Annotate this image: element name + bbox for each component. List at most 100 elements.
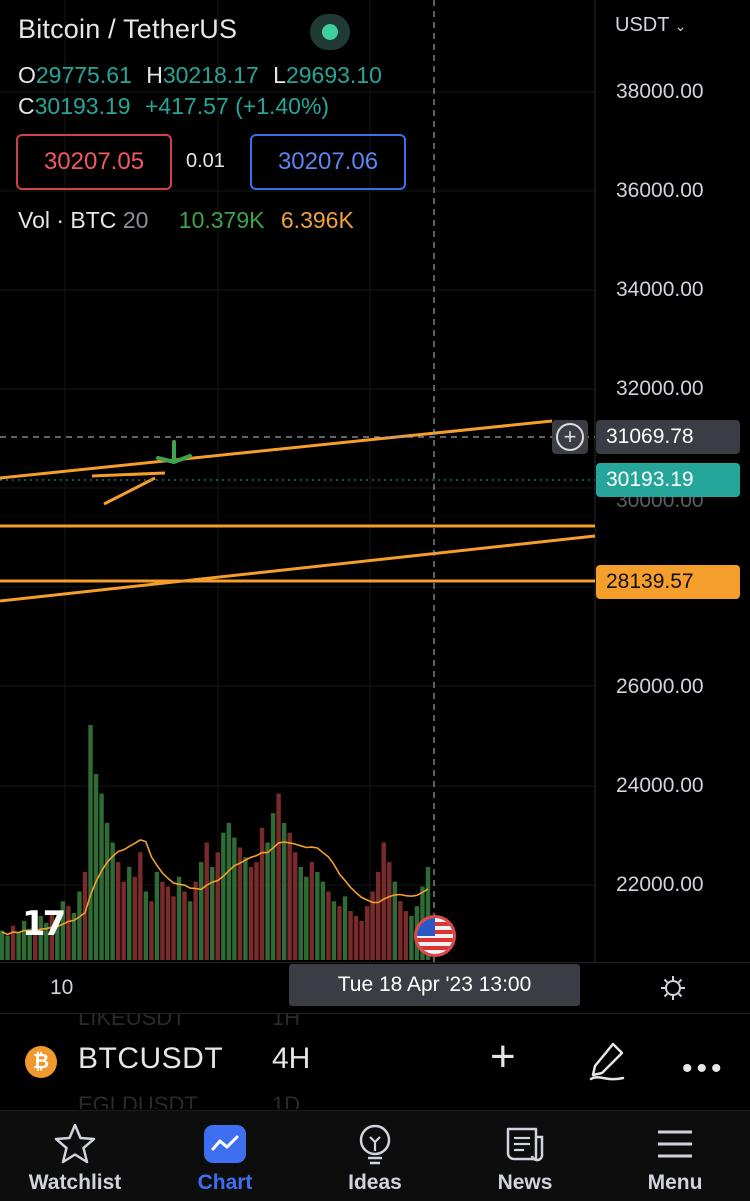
volume-bar	[392, 881, 398, 960]
nav-chart[interactable]: Chart	[150, 1111, 300, 1201]
news-icon	[506, 1127, 544, 1162]
nav-label: Menu	[647, 1171, 703, 1194]
volume-bar	[193, 881, 198, 960]
volume-bar	[176, 876, 182, 960]
open-key: O	[18, 62, 36, 88]
volume-bar	[243, 857, 248, 960]
volume-bar	[293, 852, 298, 960]
volume-ma-value: 6.396K	[280, 207, 354, 233]
sell-button[interactable]: 30207.05	[16, 134, 172, 190]
volume-bar	[88, 725, 93, 960]
plus-circle-icon: +	[556, 423, 584, 451]
chart-grid	[0, 0, 596, 962]
volume-bar	[171, 896, 176, 960]
volume-bar	[259, 827, 265, 960]
volume-bar	[326, 891, 331, 960]
volume-bar	[315, 871, 320, 960]
volume-legend[interactable]: Vol · BTC 20 10.379K 6.396K	[18, 207, 354, 234]
volume-bar	[55, 918, 60, 960]
volume-bar	[187, 901, 193, 960]
volume-bar	[198, 862, 204, 960]
market-status-icon[interactable]	[310, 14, 350, 50]
nav-label: Chart	[197, 1171, 253, 1194]
buy-button[interactable]: 30207.06	[250, 134, 406, 190]
volume-bar	[409, 915, 414, 960]
volume-bar	[287, 832, 292, 960]
open-value: 29775.61	[35, 62, 132, 88]
trendline-lower	[0, 534, 596, 603]
price-label: 38000.00	[616, 80, 704, 103]
high-key: H	[146, 62, 163, 88]
lightbulb-icon	[359, 1124, 391, 1165]
volume-bar	[381, 842, 386, 960]
volume-bar	[270, 813, 276, 960]
volume-bar	[138, 852, 143, 960]
spread-value: 0.01	[186, 150, 225, 172]
volume-bar	[110, 842, 115, 960]
volume-bar	[16, 932, 21, 960]
volume-bar	[304, 876, 309, 960]
price-label: 36000.00	[616, 179, 704, 202]
volume-bar	[182, 891, 187, 960]
more-icon[interactable]: •••	[682, 1052, 726, 1085]
volume-bar	[237, 847, 243, 960]
volume-bar	[60, 901, 66, 960]
drawing-level-label[interactable]: 28139.57	[596, 565, 740, 599]
volume-bar	[215, 852, 220, 960]
currency-selector[interactable]: USDT ⌄	[615, 14, 686, 37]
volume-bar	[221, 832, 226, 960]
volume-bar	[149, 901, 154, 960]
nav-news[interactable]: News	[450, 1111, 600, 1201]
drawings	[0, 419, 596, 603]
volume-bar	[49, 911, 54, 960]
volume-ma-line	[1, 839, 429, 936]
us-flag-event-icon[interactable]	[414, 915, 456, 957]
bitcoin-icon: ₿	[25, 1046, 57, 1078]
volume-bar	[127, 866, 132, 960]
bottom-nav: Watchlist Chart Ideas News	[0, 1110, 750, 1201]
add-alert-button[interactable]: +	[552, 420, 588, 454]
volume-bar	[281, 822, 287, 960]
volume-bar	[0, 930, 5, 960]
chart-settings-icon[interactable]	[660, 975, 686, 1001]
volume-bar	[204, 842, 209, 960]
volume-bar	[99, 793, 104, 960]
tradingview-logo: 17	[22, 904, 66, 944]
short-ray	[91, 471, 166, 478]
volume-label: Vol · BTC	[18, 207, 117, 233]
nav-ideas[interactable]: Ideas	[300, 1111, 450, 1201]
volume-bar	[254, 862, 259, 960]
price-chart[interactable]	[0, 0, 750, 962]
ghost-timeframe: 1D	[272, 1092, 301, 1109]
nav-menu[interactable]: Menu	[600, 1111, 750, 1201]
crosshair	[0, 0, 595, 962]
volume-bar	[143, 891, 149, 960]
chart-icon	[204, 1125, 246, 1163]
nav-watchlist[interactable]: Watchlist	[0, 1111, 150, 1201]
volume-bar	[5, 935, 10, 960]
price-label: 22000.00	[616, 873, 704, 896]
low-key: L	[273, 62, 286, 88]
timeframe-selector[interactable]: 4H	[272, 1042, 311, 1075]
currency-label: USDT	[615, 14, 670, 36]
high-value: 30218.17	[162, 62, 259, 88]
pen-icon[interactable]	[585, 1038, 629, 1082]
volume-bar	[342, 896, 348, 960]
volume-bar	[10, 925, 16, 960]
arrow-marker	[156, 440, 192, 465]
volume-bar	[66, 906, 71, 960]
ghost-symbol: LIKEUSDT	[78, 1014, 186, 1030]
price-label: 24000.00	[616, 774, 704, 797]
plus-icon[interactable]: +	[490, 1032, 516, 1081]
volume-bar	[160, 881, 165, 960]
volume-bar	[403, 911, 409, 960]
symbol-toolbar: LIKEUSDT 1H EGLDUSDT 1D	[0, 1014, 750, 1109]
short-ray	[103, 476, 156, 506]
crosshair-price-label: 31069.78	[596, 420, 740, 454]
volume-bar	[348, 911, 353, 960]
volume-bar	[398, 901, 403, 960]
time-tick-label: 10	[50, 976, 74, 999]
symbol-selector[interactable]: BTCUSDT	[78, 1042, 224, 1075]
close-key: C	[18, 93, 35, 119]
ohlc-row-1: O29775.61 H30218.17 L29693.10	[18, 62, 382, 89]
